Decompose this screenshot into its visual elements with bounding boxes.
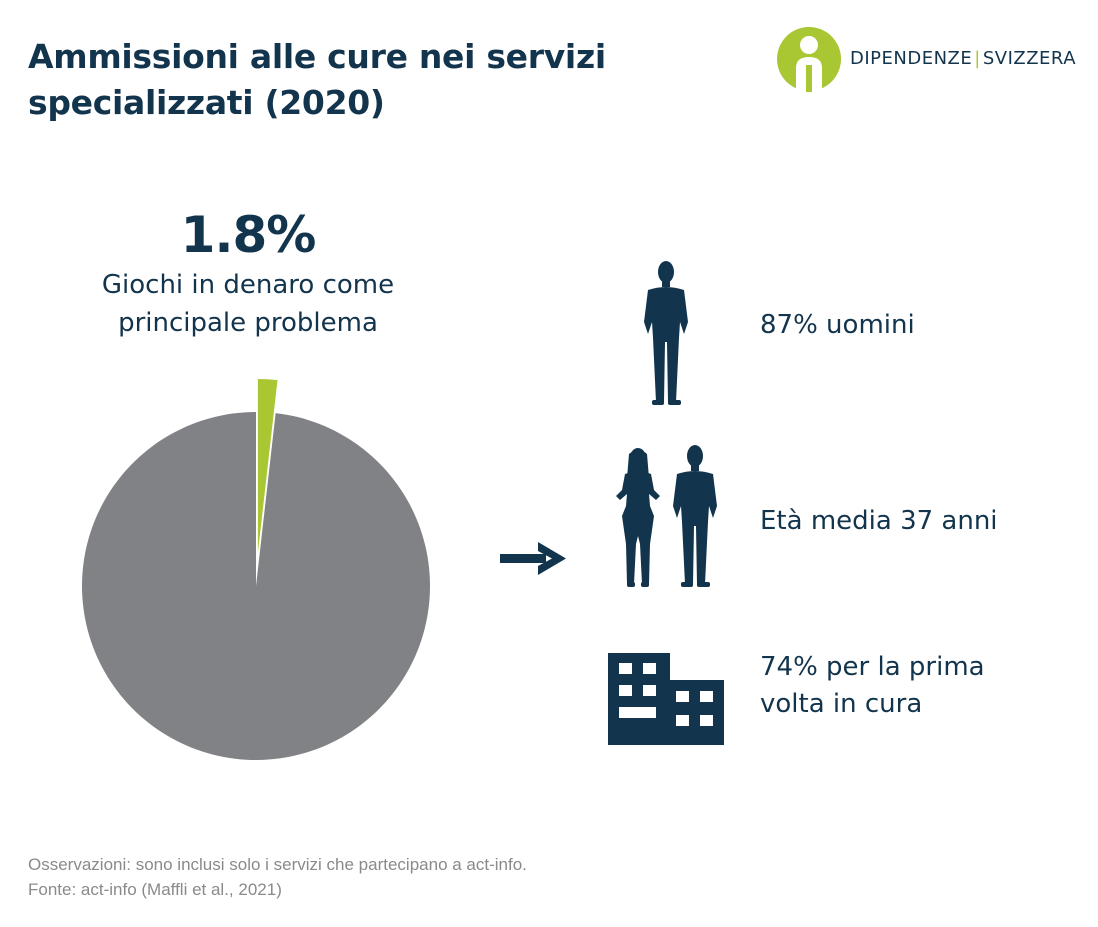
pie-slice-1 bbox=[257, 379, 278, 554]
stat-first-treatment-line1: 74% per la prima bbox=[760, 652, 985, 682]
highlight-label-line2: principale problema bbox=[118, 308, 378, 338]
person-info-icon bbox=[777, 27, 841, 92]
highlight-label: Giochi in denaro come principale problem… bbox=[60, 266, 436, 342]
stat-average-age: Età media 37 anni bbox=[760, 503, 1080, 540]
page-title: Ammissioni alle cure nei servizi special… bbox=[28, 37, 606, 122]
footnote-source: Fonte: act-info (Maffli et al., 2021) bbox=[28, 880, 282, 899]
stat-men-share: 87% uomini bbox=[760, 307, 1080, 344]
building-icon bbox=[608, 653, 724, 745]
stat-first-treatment-line2: volta in cura bbox=[760, 689, 923, 719]
pie-slice-2 bbox=[81, 412, 430, 760]
footnote: Osservazioni: sono inclusi solo i serviz… bbox=[28, 852, 527, 902]
man-silhouette-icon bbox=[644, 261, 688, 405]
stat-average-age-line1: Età media 37 anni bbox=[760, 506, 998, 536]
stat-men-share-line1: 87% uomini bbox=[760, 310, 915, 340]
stat-first-treatment: 74% per la prima volta in cura bbox=[760, 649, 1080, 723]
logo-text-right: SVIZZERA bbox=[982, 48, 1077, 69]
logo-text-left: DIPENDENZE bbox=[850, 48, 973, 69]
highlight-value: 1.8% bbox=[180, 206, 317, 264]
logo-separator: | bbox=[974, 48, 981, 69]
right-arrow-icon bbox=[500, 542, 566, 575]
highlight-label-line1: Giochi in denaro come bbox=[101, 270, 395, 300]
logo: DIPENDENZE | SVIZZERA bbox=[776, 26, 1086, 92]
woman-and-man-silhouette-icon bbox=[616, 445, 717, 587]
logo-text: DIPENDENZE | SVIZZERA bbox=[850, 48, 1076, 69]
footnote-observations: Osservazioni: sono inclusi solo i serviz… bbox=[28, 855, 527, 874]
pie-chart bbox=[81, 379, 430, 760]
